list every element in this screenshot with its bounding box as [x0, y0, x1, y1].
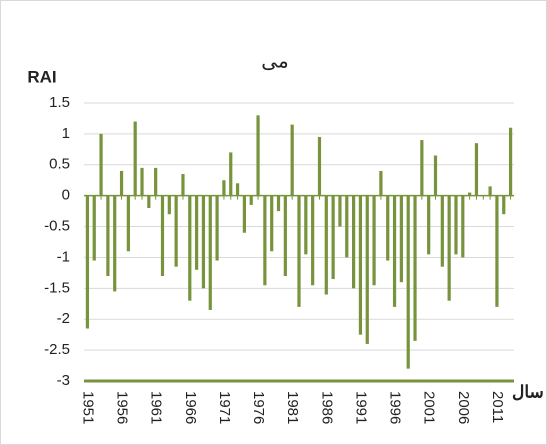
bar	[222, 180, 226, 196]
y-tick-label: -2	[57, 310, 70, 327]
y-tick-label: 1	[62, 125, 70, 142]
x-tick-label: 1976	[250, 391, 267, 424]
bar	[365, 195, 369, 344]
bar	[372, 195, 376, 286]
bar	[270, 195, 274, 252]
x-tick-label: 1951	[79, 391, 96, 424]
bar	[427, 195, 431, 255]
bar	[440, 195, 444, 267]
bar	[106, 195, 110, 276]
bar	[413, 195, 417, 341]
y-tick-label: 1.5	[49, 94, 70, 111]
bar	[345, 195, 349, 258]
bar	[311, 195, 315, 286]
x-tick-label: 1966	[182, 391, 199, 424]
bar	[461, 195, 465, 258]
x-tick-label: 1956	[114, 391, 131, 424]
bar	[331, 195, 335, 280]
bar	[276, 195, 281, 212]
bar	[352, 195, 356, 289]
bar	[99, 133, 103, 196]
y-tick-label: -1	[57, 248, 70, 265]
bar	[160, 195, 165, 276]
bar	[420, 140, 424, 196]
bar	[488, 186, 492, 196]
bar	[508, 127, 513, 196]
bar	[181, 174, 185, 196]
bar	[358, 195, 363, 335]
bar	[474, 143, 479, 196]
bar	[386, 195, 390, 261]
bar	[242, 195, 246, 233]
y-tick-label: 0	[62, 187, 70, 204]
bar	[297, 195, 301, 307]
x-tick-label: 2011	[489, 391, 506, 423]
x-tick-label: 2006	[455, 391, 472, 424]
bar	[379, 170, 383, 196]
y-tick-label: 0.5	[49, 156, 70, 173]
y-tick-label: -3	[57, 372, 70, 389]
bar	[447, 195, 451, 301]
bar	[208, 195, 212, 310]
x-tick-label: 1991	[352, 391, 369, 424]
y-axis-label: RAI	[27, 67, 56, 86]
bar	[188, 195, 192, 301]
bar	[195, 195, 199, 270]
x-tick-label: 1986	[318, 391, 335, 424]
bar	[338, 195, 342, 227]
y-tick-label: -2.5	[44, 341, 70, 358]
bar	[126, 195, 130, 252]
bar	[324, 195, 328, 295]
bar	[119, 170, 124, 196]
bar	[235, 183, 240, 196]
bar	[92, 195, 96, 261]
bar	[468, 192, 472, 196]
x-tick-label: 1981	[284, 391, 301, 424]
bar	[174, 195, 178, 267]
bar	[290, 124, 294, 196]
bar	[249, 195, 253, 205]
y-tick-label: -0.5	[44, 218, 70, 235]
bar	[201, 195, 206, 289]
bar	[140, 167, 144, 196]
bar	[167, 195, 171, 215]
bar	[433, 155, 438, 196]
bar	[304, 195, 308, 255]
x-tick-label: 1996	[387, 391, 404, 424]
bar	[495, 195, 499, 307]
chart-title: می	[261, 50, 288, 72]
bar	[229, 152, 233, 196]
bar	[406, 195, 410, 369]
bar	[154, 167, 158, 196]
bar	[283, 195, 287, 276]
bar	[133, 121, 137, 196]
bar	[215, 195, 219, 261]
bar	[263, 195, 267, 286]
y-tick-label: -1.5	[44, 279, 70, 296]
bar	[147, 195, 151, 209]
x-axis-label: سال	[512, 382, 544, 401]
bar	[399, 195, 403, 283]
x-tick-label: 2001	[421, 391, 438, 424]
bar	[113, 195, 117, 292]
x-tick-label: 1971	[216, 391, 233, 424]
x-tick-label: 1961	[148, 391, 165, 424]
bar	[392, 195, 397, 307]
bar	[317, 136, 322, 196]
bar	[502, 195, 506, 215]
bar	[256, 115, 260, 196]
bar	[85, 195, 90, 329]
bar	[454, 195, 458, 255]
